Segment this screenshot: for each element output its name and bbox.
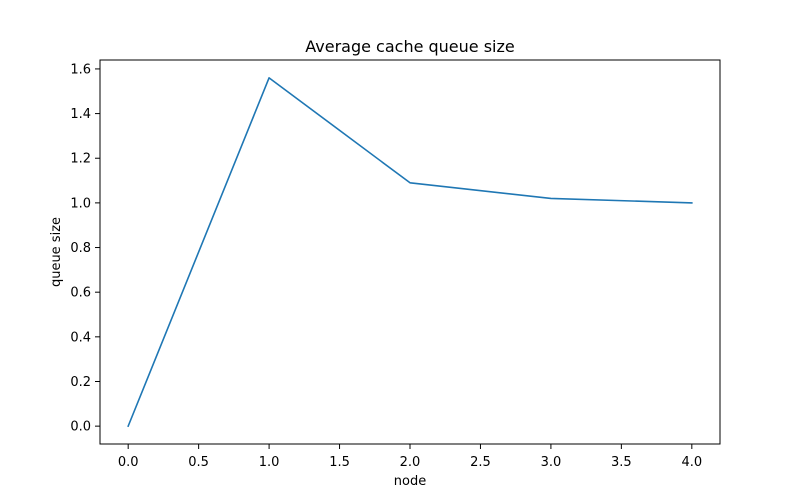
x-axis-ticks: 0.0 0.5 1.0 1.5 2.0 2.5 3.0 3.5 4.0	[118, 444, 702, 470]
x-tick-label: 0.5	[188, 455, 209, 470]
series-line-0	[127, 77, 693, 428]
x-tick-label: 1.0	[259, 455, 280, 470]
x-tick-label: 3.5	[611, 455, 632, 470]
series-layer	[127, 77, 693, 428]
x-tick-label: 1.5	[329, 455, 350, 470]
chart-title: Average cache queue size	[305, 37, 515, 56]
y-tick-label: 0.2	[70, 375, 91, 390]
y-tick-label: 1.6	[70, 62, 91, 77]
x-axis-label: node	[394, 474, 426, 489]
y-tick-label: 1.4	[70, 107, 91, 122]
x-tick-label: 4.0	[681, 455, 702, 470]
plot-frame	[99, 59, 721, 445]
y-tick-label: 1.0	[70, 196, 91, 211]
y-tick-label: 0.0	[70, 420, 91, 435]
x-tick-label: 2.5	[470, 455, 491, 470]
y-tick-label: 0.4	[70, 330, 91, 345]
plot-area	[100, 60, 720, 444]
x-tick-label: 0.0	[118, 455, 139, 470]
y-tick-label: 1.2	[70, 152, 91, 167]
y-axis-label: queue size	[49, 217, 64, 287]
x-tick-label: 2.0	[400, 455, 421, 470]
x-tick-label: 3.0	[541, 455, 562, 470]
y-tick-label: 0.8	[70, 241, 91, 256]
y-tick-label: 0.6	[70, 286, 91, 301]
y-axis-ticks: 0.0 0.2 0.4 0.6 0.8 1.0 1.2 1.4 1.6	[70, 62, 100, 435]
